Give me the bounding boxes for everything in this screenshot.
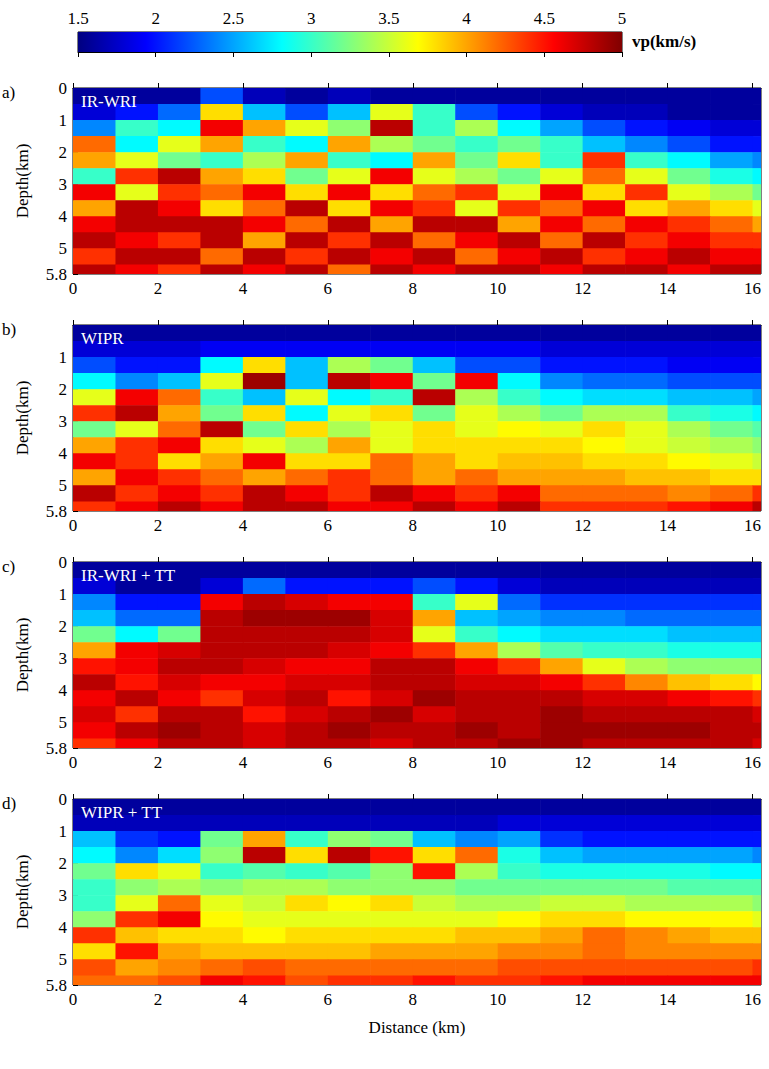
svg-text:14: 14: [659, 279, 677, 298]
svg-text:WIPR + TT: WIPR + TT: [81, 803, 163, 822]
svg-text:Depth(km): Depth(km): [13, 855, 32, 930]
svg-text:2: 2: [59, 854, 68, 873]
svg-text:5: 5: [59, 239, 68, 258]
svg-text:1: 1: [59, 822, 68, 841]
svg-text:5: 5: [59, 476, 68, 495]
svg-text:10: 10: [489, 753, 506, 772]
svg-text:5.8: 5.8: [46, 739, 67, 758]
svg-text:Depth(km): Depth(km): [13, 381, 32, 456]
svg-text:2: 2: [59, 617, 68, 636]
svg-text:1: 1: [59, 348, 68, 367]
svg-text:4: 4: [239, 279, 248, 298]
svg-text:14: 14: [659, 753, 677, 772]
svg-text:4: 4: [239, 516, 248, 535]
svg-text:IR-WRI + TT: IR-WRI + TT: [81, 566, 176, 585]
svg-text:3.5: 3.5: [378, 9, 399, 28]
svg-text:5.8: 5.8: [46, 976, 67, 995]
svg-text:Depth(km): Depth(km): [13, 618, 32, 693]
svg-text:12: 12: [574, 279, 591, 298]
svg-text:10: 10: [489, 516, 506, 535]
svg-text:16: 16: [744, 279, 761, 298]
svg-text:4: 4: [59, 207, 68, 226]
svg-text:1: 1: [59, 585, 68, 604]
svg-text:4: 4: [59, 681, 68, 700]
svg-text:2: 2: [154, 753, 163, 772]
svg-text:8: 8: [409, 753, 418, 772]
svg-text:6: 6: [324, 990, 333, 1009]
svg-text:3: 3: [307, 9, 316, 28]
svg-text:c): c): [2, 557, 15, 576]
svg-text:8: 8: [409, 990, 418, 1009]
svg-text:12: 12: [574, 753, 591, 772]
svg-text:14: 14: [659, 990, 677, 1009]
svg-text:1.5: 1.5: [67, 9, 88, 28]
svg-text:4: 4: [239, 753, 248, 772]
svg-text:4: 4: [59, 918, 68, 937]
svg-text:5: 5: [59, 950, 68, 969]
svg-text:4.5: 4.5: [534, 9, 555, 28]
svg-text:4: 4: [239, 990, 248, 1009]
svg-text:2.5: 2.5: [223, 9, 244, 28]
svg-text:3: 3: [59, 886, 68, 905]
svg-text:1: 1: [59, 111, 68, 130]
svg-text:0: 0: [69, 279, 78, 298]
svg-text:6: 6: [324, 516, 333, 535]
svg-text:vp(km/s): vp(km/s): [632, 32, 696, 51]
svg-text:2: 2: [59, 143, 68, 162]
svg-text:a): a): [2, 83, 15, 102]
svg-text:0: 0: [59, 79, 68, 98]
svg-text:16: 16: [744, 516, 761, 535]
svg-text:8: 8: [409, 279, 418, 298]
svg-text:4: 4: [462, 9, 471, 28]
svg-text:d): d): [2, 794, 16, 813]
svg-text:b): b): [2, 320, 16, 339]
svg-text:5: 5: [59, 713, 68, 732]
svg-text:4: 4: [59, 444, 68, 463]
svg-text:2: 2: [154, 279, 163, 298]
svg-text:3: 3: [59, 412, 68, 431]
svg-text:6: 6: [324, 279, 333, 298]
svg-text:16: 16: [744, 753, 761, 772]
svg-text:2: 2: [151, 9, 160, 28]
svg-text:5.8: 5.8: [46, 265, 67, 284]
svg-text:14: 14: [659, 516, 677, 535]
svg-text:8: 8: [409, 516, 418, 535]
svg-text:WIPR: WIPR: [81, 329, 124, 348]
svg-text:3: 3: [59, 649, 68, 668]
svg-text:Distance (km): Distance (km): [369, 1018, 466, 1037]
svg-text:2: 2: [154, 516, 163, 535]
svg-text:3: 3: [59, 175, 68, 194]
svg-text:0: 0: [69, 753, 78, 772]
svg-text:0: 0: [69, 516, 78, 535]
svg-text:10: 10: [489, 279, 506, 298]
svg-text:0: 0: [69, 990, 78, 1009]
svg-text:12: 12: [574, 990, 591, 1009]
svg-text:2: 2: [59, 380, 68, 399]
svg-text:12: 12: [574, 516, 591, 535]
svg-text:10: 10: [489, 990, 506, 1009]
svg-text:16: 16: [744, 990, 761, 1009]
svg-text:0: 0: [59, 553, 68, 572]
svg-text:5: 5: [618, 9, 627, 28]
svg-text:IR-WRI: IR-WRI: [81, 92, 137, 111]
svg-text:2: 2: [154, 990, 163, 1009]
svg-text:6: 6: [324, 753, 333, 772]
svg-text:5.8: 5.8: [46, 502, 67, 521]
svg-text:0: 0: [59, 790, 68, 809]
svg-text:Depth(km): Depth(km): [13, 144, 32, 219]
